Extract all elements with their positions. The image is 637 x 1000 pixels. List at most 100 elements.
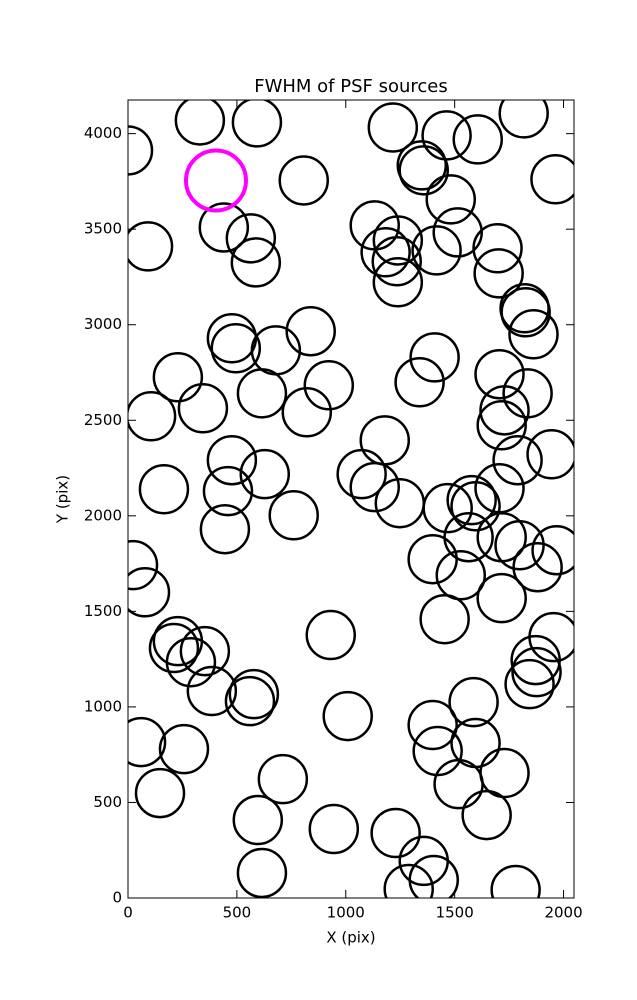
source-circle [476,572,527,624]
source-circle [476,399,527,451]
source-circle [452,114,503,165]
source-circle [128,567,171,618]
source-circle [303,360,355,411]
source-circle [210,322,262,374]
source-circle [472,223,523,274]
source-circle [479,385,530,436]
source-circle [308,803,360,855]
chart-title: FWHM of PSF sources [254,76,448,97]
source-circle [349,461,400,513]
source-circle [128,221,174,272]
source-circle [336,448,387,500]
source-circle [232,794,284,846]
source-circle [498,100,549,139]
source-circle [512,541,563,593]
source-circle [530,154,574,205]
x-tick-label: 2000 [544,904,582,922]
source-circle [138,464,190,515]
source-circle [202,465,254,517]
source-circle [322,690,373,742]
source-circle [448,676,499,728]
source-circle [425,174,476,225]
source-circle [490,864,541,898]
source-circle [474,348,525,400]
source-circle [199,503,251,555]
source-circle [281,386,333,438]
source-circle [228,668,280,720]
source-circle [419,593,470,645]
source-circle [407,699,458,751]
source-circle [409,332,460,383]
y-tick-label: 1000 [84,697,122,715]
source-circle [408,854,459,898]
source-circle [531,524,574,576]
source-circle [367,102,419,153]
source-circle [370,807,421,859]
source-circle [396,140,448,191]
plot-marks [128,100,574,898]
source-circle [128,539,159,591]
source-circle [236,847,288,898]
source-circle [177,382,229,434]
source-circle [230,237,282,288]
source-circle [492,434,543,486]
source-circle [407,533,458,585]
y-tick-label: 500 [93,793,122,811]
source-circle [422,482,473,534]
source-circle [372,257,424,308]
source-circle [508,309,559,360]
y-tick-label: 2000 [84,506,122,524]
source-circle [165,636,217,688]
y-tick-label: 3500 [84,220,122,238]
source-circle [225,213,277,264]
y-tick-label: 0 [112,889,122,907]
source-circle [239,448,291,500]
source-circle [526,429,574,480]
source-circle [360,227,411,278]
source-circle [224,675,276,727]
source-circle [186,665,238,717]
source-circle [446,474,497,526]
source-circle [148,622,200,674]
source-circle [433,758,484,810]
source-circle [371,236,422,287]
source-circle [158,723,210,775]
source-circle [421,110,472,161]
y-axis-label: Y (pix) [54,475,72,524]
source-circle [174,100,226,146]
source-circle [285,305,336,357]
source-circle [411,225,462,276]
y-tick-label: 4000 [84,124,122,142]
source-circle [510,634,561,686]
source-circle [372,215,424,266]
source-circle [152,352,204,403]
source-circle [461,789,512,841]
source-circle [257,753,309,805]
source-circle [236,368,288,419]
source-circle [278,155,329,206]
source-circle [128,125,154,176]
source-circle [504,658,555,710]
source-circle [231,100,283,148]
source-circle [134,767,186,819]
x-tick-label: 1000 [327,904,365,922]
source-circle [305,609,356,661]
y-tick-label: 2500 [84,411,122,429]
source-circle [473,248,524,299]
y-tick-label: 3000 [84,315,122,333]
x-tick-label: 1500 [436,904,474,922]
source-circle [500,287,551,338]
x-tick-label: 500 [223,904,252,922]
source-circle [394,356,445,408]
source-circle [179,625,231,677]
source-circle [198,202,250,253]
source-circle [412,725,463,777]
source-circle [511,646,562,698]
y-tick-label: 1500 [84,602,122,620]
x-tick-label: 0 [123,904,133,922]
source-circle [128,716,167,768]
source-circle [383,863,434,898]
source-circle [183,148,248,213]
